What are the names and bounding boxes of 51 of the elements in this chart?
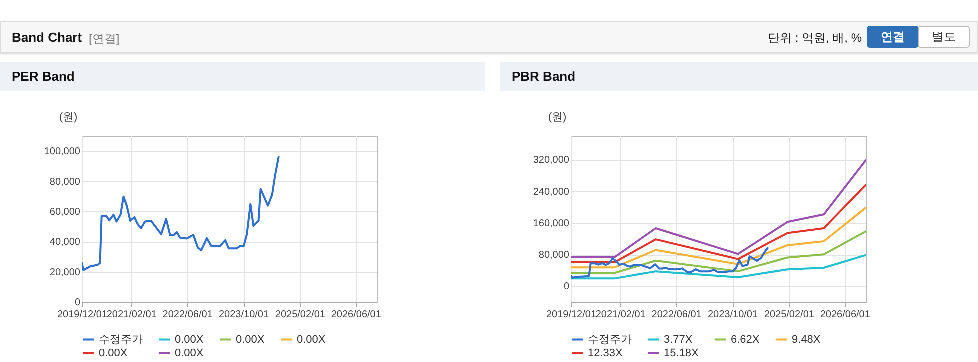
x-tick-label: 2026/06/01	[820, 310, 871, 320]
legend-label: 0.00X	[175, 348, 204, 360]
y-tick-label: 160,000	[533, 218, 570, 230]
x-tick-label: 2021/02/01	[106, 310, 158, 320]
text: 별도	[918, 26, 970, 48]
x-tick-label: 2023/10/01	[708, 310, 758, 320]
legend-label: 0.00X	[297, 334, 326, 346]
y-tick-label: 100,000	[44, 146, 81, 158]
x-tick-label: 2025/02/01	[764, 310, 815, 320]
y-tick-label: 0	[74, 298, 81, 308]
y-tick-label: 20,000	[50, 267, 81, 278]
x-tick-label: 2026/06/01	[331, 310, 382, 320]
legend-label: 0.00X	[175, 334, 204, 346]
line-series	[82, 156, 280, 272]
x-tick-label: 2025/02/01	[275, 310, 326, 320]
line-series	[571, 230, 866, 274]
y-axis-title: (원)	[59, 112, 78, 124]
line-series	[571, 247, 769, 279]
text: [연결]	[89, 31, 120, 48]
line-series	[571, 206, 866, 269]
legend-label: 15.18X	[664, 348, 700, 360]
chart-title: PBR Band	[500, 62, 978, 91]
legend-label: 3.77X	[664, 334, 694, 346]
y-tick-label: 40,000	[50, 237, 81, 248]
text: 단위 : 억원, 배, %	[768, 30, 862, 47]
y-tick-label: 60,000	[50, 206, 81, 218]
legend-label: 0.00X	[99, 348, 128, 360]
line-series	[571, 160, 866, 258]
x-tick-label: 2023/10/01	[218, 310, 270, 320]
y-tick-label: 80,000	[50, 176, 81, 188]
chart-title: PER Band	[0, 62, 485, 91]
y-tick-label: 80,000	[538, 250, 570, 262]
y-axis-title: (원)	[548, 112, 567, 124]
legend-label: 수정주가	[99, 334, 143, 346]
x-tick-label: 2019/12/01	[57, 310, 108, 320]
x-tick-label: 2022/06/01	[162, 310, 214, 320]
x-tick-label: 2022/06/01	[652, 310, 702, 320]
text: Band Chart	[12, 30, 82, 45]
legend-label: 수정주가	[588, 334, 632, 346]
legend-label: 0.00X	[236, 334, 266, 346]
line-series	[571, 184, 866, 264]
y-tick-label: 240,000	[533, 186, 570, 198]
y-tick-label: 320,000	[533, 155, 570, 166]
text: 연결	[867, 26, 919, 48]
legend-label: 6.62X	[731, 334, 760, 346]
legend-label: 9.48X	[792, 334, 822, 346]
y-tick-label: 0	[564, 282, 570, 293]
legend-label: 12.33X	[588, 348, 624, 360]
x-tick-label: 2019/12/01	[546, 310, 597, 320]
x-tick-label: 2021/02/01	[596, 310, 646, 320]
line-series	[571, 254, 866, 280]
